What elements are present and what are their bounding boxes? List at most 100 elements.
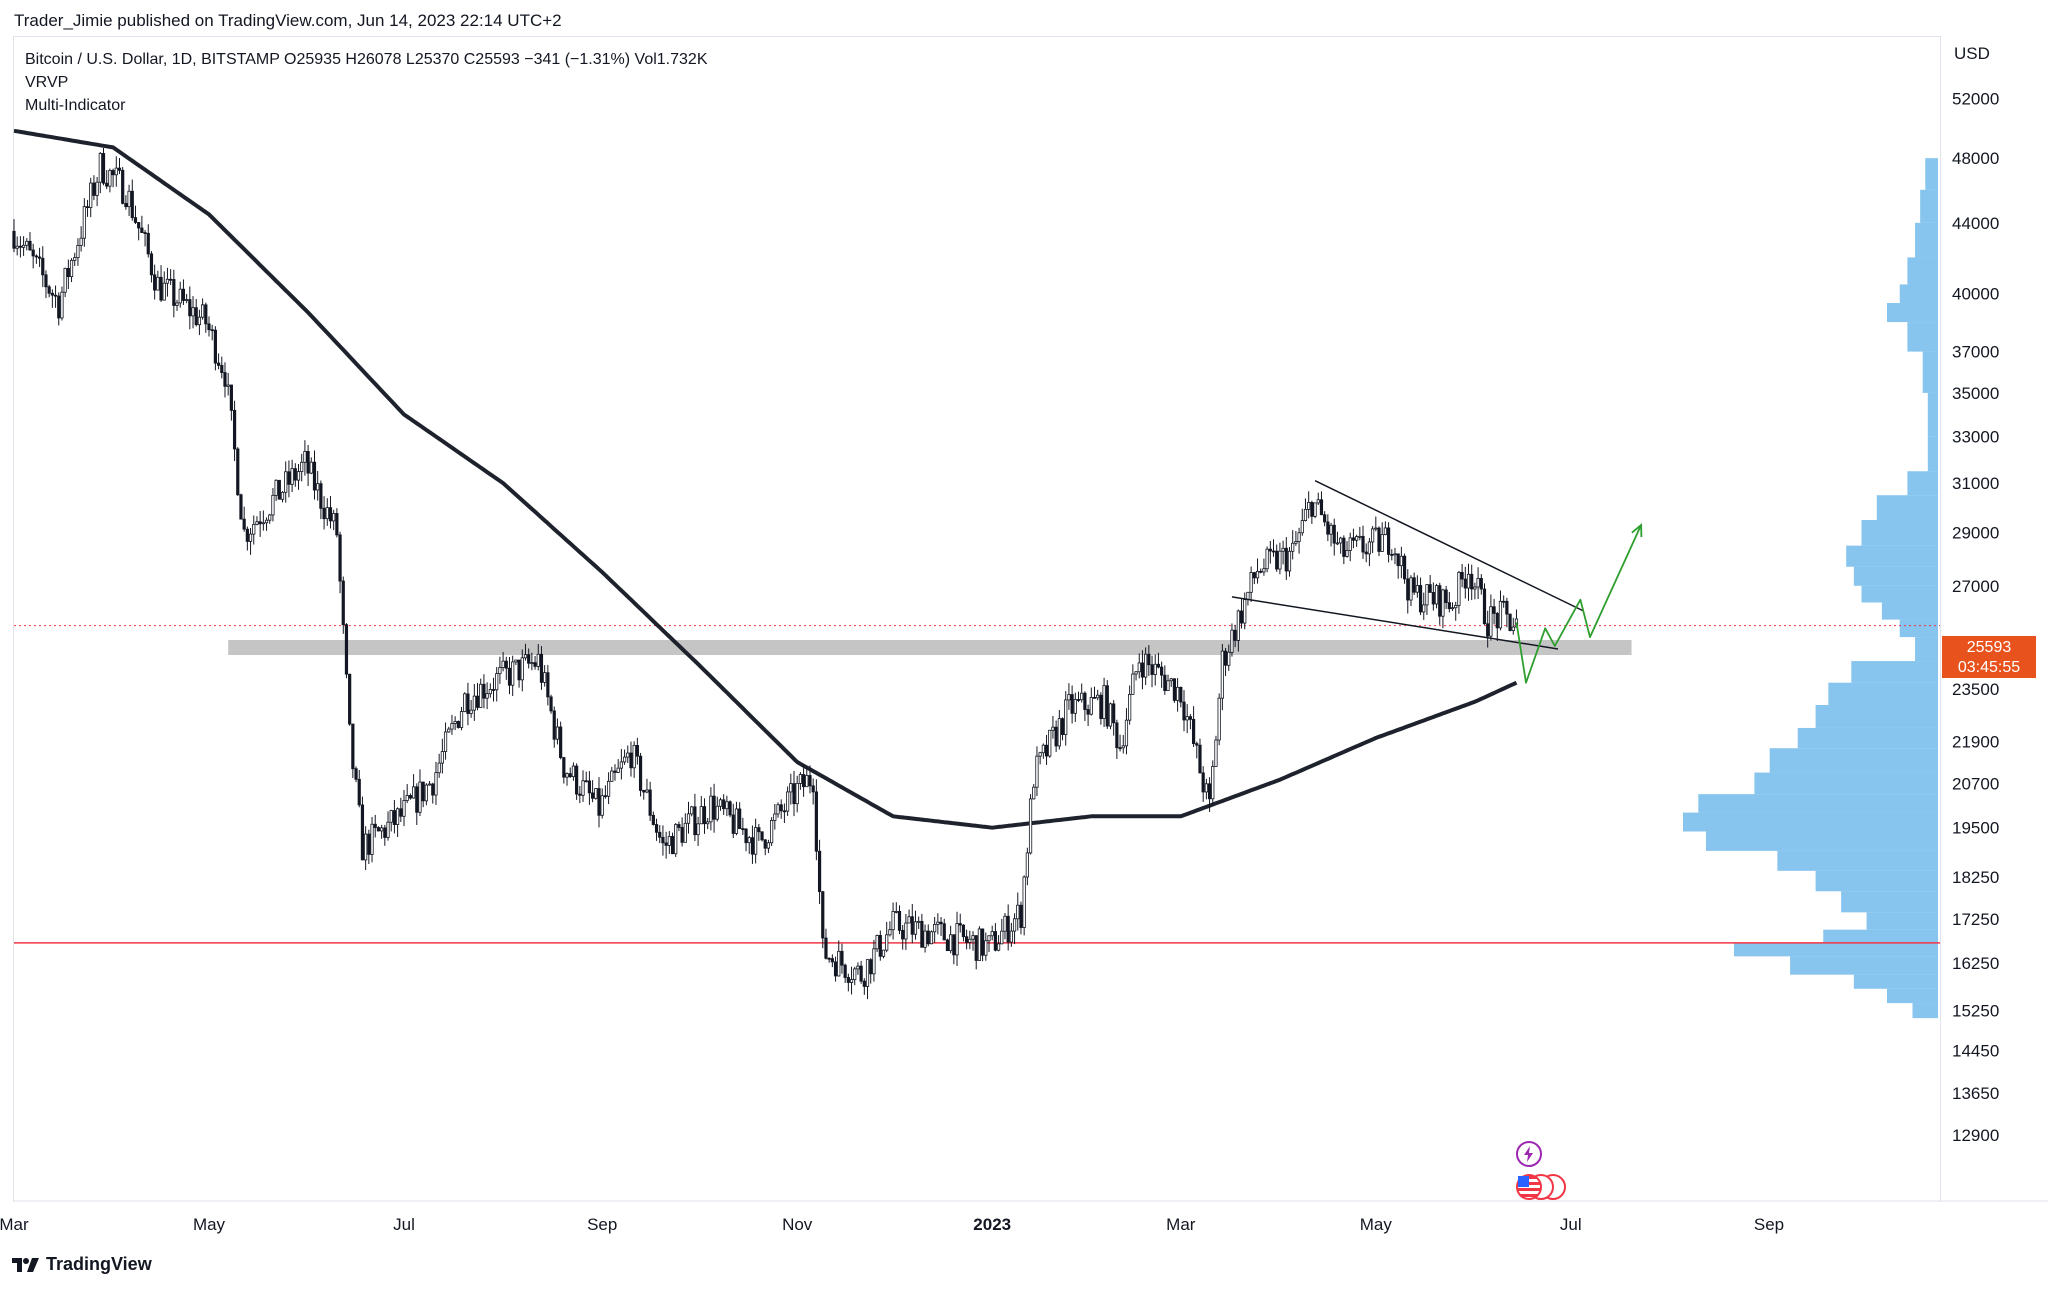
candle-body — [712, 795, 716, 820]
candle-body — [1454, 605, 1458, 609]
volume-profile-bar — [1907, 471, 1938, 496]
candle-body — [738, 808, 742, 830]
candle-body — [1252, 572, 1256, 579]
candle-body — [613, 770, 617, 773]
volume-profile-bar — [1777, 850, 1938, 871]
candle-body — [482, 683, 486, 699]
candle-body — [638, 755, 643, 791]
candle-body — [571, 765, 576, 778]
candle-body — [370, 823, 374, 855]
candle-body — [1131, 673, 1135, 695]
candle-body — [610, 770, 614, 782]
candle-body — [498, 667, 502, 675]
candle-body — [754, 827, 758, 855]
candle-body — [1054, 726, 1058, 747]
candle-body — [277, 479, 281, 500]
indicator-vrvp[interactable]: VRVP — [25, 74, 69, 91]
candle-body — [1310, 502, 1314, 517]
candle-body — [942, 923, 946, 941]
candle-body — [869, 959, 873, 975]
candle-body — [1351, 537, 1356, 541]
volume-profile-bar — [1853, 566, 1938, 586]
symbol-info[interactable]: Bitcoin / U.S. Dollar, 1D, BITSTAMP O259… — [25, 51, 708, 68]
candle-body — [920, 920, 924, 948]
candle-body — [1422, 604, 1426, 613]
candle-body — [622, 756, 627, 763]
indicator-multi[interactable]: Multi-Indicator — [25, 97, 126, 114]
candle-body — [1182, 701, 1186, 721]
price-tick-label: 40000 — [1952, 285, 1999, 304]
candle-body — [517, 659, 521, 681]
candle-body — [907, 916, 911, 924]
candle-body — [760, 831, 764, 841]
candle-body — [1064, 699, 1068, 735]
candle-body — [124, 202, 128, 208]
last-price-value: 25593 — [1966, 639, 2012, 656]
tradingview-logo-icon — [12, 1257, 39, 1272]
candle-body — [1147, 653, 1151, 666]
candle-body — [248, 533, 253, 542]
candle-body — [268, 514, 272, 521]
candle-body — [718, 799, 723, 807]
price-tick-label: 52000 — [1952, 90, 1999, 109]
candle-body — [427, 783, 432, 786]
candle-body — [271, 494, 275, 516]
time-axis[interactable]: Mar May Jul Sep Nov 2023 Mar May Jul Sep — [0, 1200, 2048, 1234]
candle-body — [1176, 686, 1180, 701]
volume-profile-bar — [1912, 1003, 1938, 1019]
candle-body — [1230, 629, 1234, 653]
lightning-icon[interactable] — [1516, 1141, 1542, 1167]
candle-body — [213, 329, 217, 364]
candle-body — [565, 773, 569, 778]
candle-body — [434, 772, 438, 796]
candle-body — [699, 806, 703, 825]
candle-body — [1134, 671, 1138, 675]
candle-body — [1067, 694, 1071, 701]
footer-brand[interactable]: TradingView — [12, 1254, 152, 1275]
candle-body — [1227, 651, 1231, 666]
candle-body — [443, 731, 448, 752]
price-axis[interactable]: USD 52000 48000 44000 40000 37000 35000 33000 31… — [1952, 44, 1999, 1145]
price-axis-currency: USD — [1954, 44, 1990, 63]
candle-body — [1505, 600, 1509, 615]
candle-body — [606, 780, 611, 797]
volume-profile — [1683, 158, 1938, 1019]
candle-body — [808, 775, 812, 787]
candle-body — [1476, 578, 1480, 588]
candle-body — [284, 471, 288, 493]
candle-body — [165, 278, 170, 284]
candle-body — [786, 791, 790, 812]
candle-body — [1121, 745, 1125, 749]
candle-body — [396, 808, 400, 825]
candle-body — [380, 827, 384, 832]
candle-body — [1399, 555, 1403, 567]
candle-body — [1275, 550, 1279, 570]
candle-body — [57, 295, 61, 319]
moving-average-layer — [13, 128, 1518, 830]
candle-body — [690, 806, 694, 815]
candle-body — [1358, 535, 1362, 538]
candle-body — [1361, 535, 1365, 553]
candle-body — [303, 451, 307, 463]
time-tick-label: Nov — [782, 1215, 813, 1234]
volume-profile-bar — [1887, 988, 1938, 1004]
candle-body — [651, 814, 655, 825]
candle-body — [73, 257, 77, 261]
candle-body — [408, 795, 412, 799]
candle-body — [1447, 602, 1451, 610]
candle-body — [1051, 726, 1055, 731]
candle-body — [846, 977, 850, 983]
volume-profile-bar — [1846, 545, 1938, 567]
candle-body — [1332, 524, 1336, 544]
candle-body — [993, 931, 997, 951]
candle-body — [1345, 550, 1349, 557]
candle-body — [1486, 623, 1490, 637]
candle-body — [79, 237, 83, 246]
candle-body — [431, 783, 435, 796]
candle-body — [811, 785, 815, 793]
us-flag-icon-3[interactable] — [1516, 1174, 1542, 1200]
candle-body — [293, 468, 297, 481]
candle-body — [1195, 743, 1199, 746]
candle-body — [1380, 534, 1384, 552]
